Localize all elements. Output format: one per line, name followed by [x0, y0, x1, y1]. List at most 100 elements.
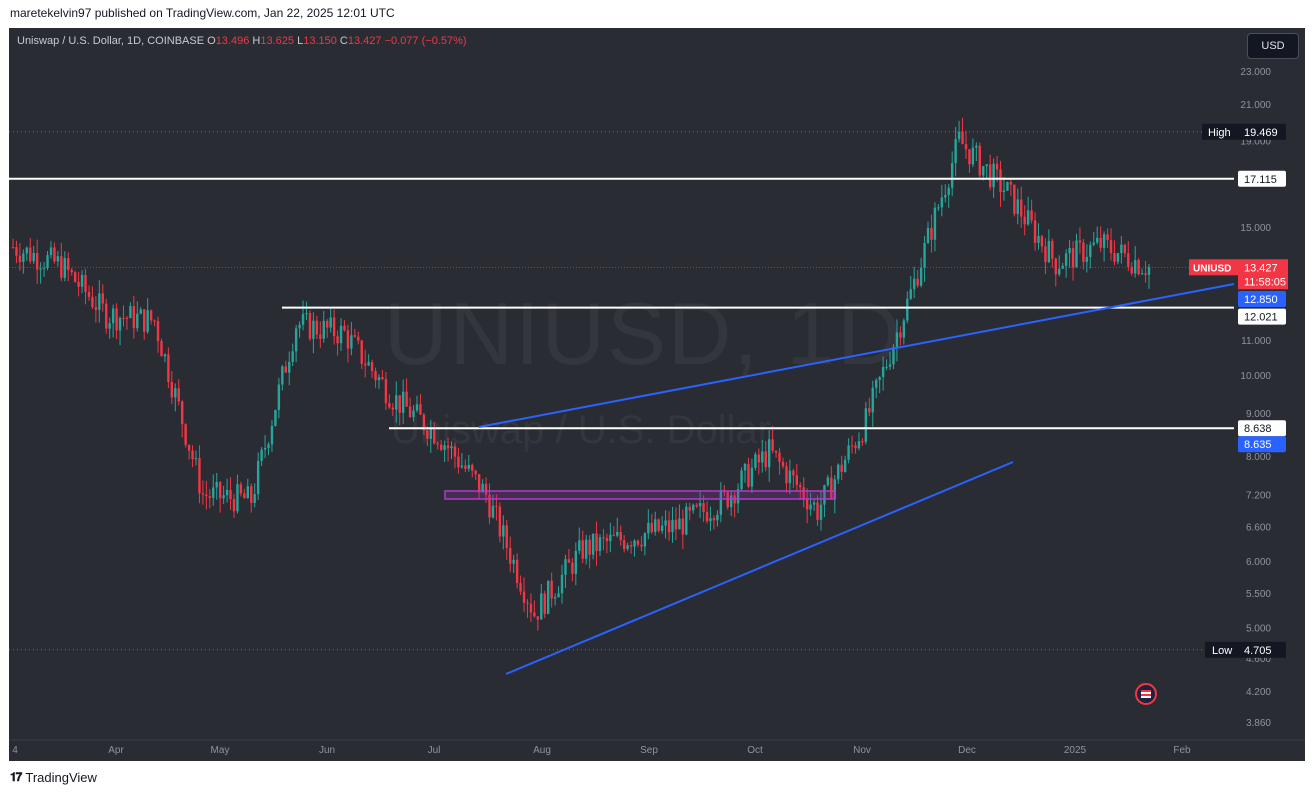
candle-body — [961, 131, 964, 145]
candle-body — [892, 347, 895, 365]
candle-body — [774, 450, 778, 453]
candle-body — [1023, 216, 1026, 225]
x-tick-label: Dec — [958, 745, 976, 756]
chart-pane[interactable]: UNIUSD, 1D Uniswap / U.S. Dollar 23.000 2… — [9, 28, 1305, 761]
candle-body — [163, 354, 167, 357]
candle-body — [512, 559, 515, 564]
candle-body — [1013, 184, 1016, 214]
candle-body — [913, 278, 916, 290]
candle-body — [395, 395, 398, 410]
candle-body — [571, 562, 574, 574]
candle-body — [871, 387, 874, 413]
candle-body — [674, 519, 678, 530]
mid-level-price-label-bg — [1238, 420, 1286, 437]
y-tick-label: 5.000 — [1246, 624, 1271, 635]
candle-body — [111, 308, 115, 324]
candle-body — [1096, 237, 1099, 243]
watermark-symbol: UNIUSD, 1D — [384, 284, 903, 383]
high-tag-bg — [1202, 123, 1238, 140]
candle-body — [740, 470, 743, 490]
candle-body — [578, 540, 581, 551]
legend-open: 13.496 — [215, 35, 250, 47]
candle-body — [360, 340, 363, 364]
candle-body — [498, 506, 502, 537]
candle-body — [888, 364, 892, 367]
candle-body — [1075, 240, 1078, 268]
candle-body — [902, 320, 906, 338]
trend-mid-price-label: 8.635 — [1244, 439, 1272, 451]
candle-body — [771, 439, 774, 451]
candle-body — [339, 325, 343, 344]
candle-body — [229, 489, 232, 500]
y-tick-label: 19.000 — [1240, 137, 1271, 148]
candle-body — [654, 519, 657, 532]
candle-body — [467, 464, 470, 469]
candle-body — [767, 439, 771, 468]
candle-body — [671, 519, 674, 533]
candle-body — [491, 505, 495, 518]
x-tick-label: 4 — [12, 745, 18, 756]
y-tick-label: 4.200 — [1246, 687, 1271, 698]
currency-button[interactable]: USD — [1247, 33, 1299, 59]
candle-body — [201, 493, 205, 495]
legend-change: −0.077 (−0.57%) — [384, 35, 467, 47]
candle-body — [650, 522, 653, 532]
candle-body — [1116, 253, 1120, 262]
candle-body — [795, 475, 799, 485]
candle-body — [363, 363, 367, 366]
us-flag-icon[interactable] — [1135, 683, 1157, 705]
legend-high-label: H — [252, 35, 261, 47]
candle-body — [647, 522, 650, 534]
candle-body — [505, 525, 508, 548]
x-tick-label: 2025 — [1064, 745, 1087, 756]
candle-body — [388, 403, 391, 408]
candle-body — [39, 268, 42, 270]
candle-body — [15, 247, 18, 256]
y-tick-label: 23.000 — [1240, 67, 1271, 78]
candle-body — [875, 379, 878, 388]
candle-body — [453, 446, 457, 457]
candle-body — [1071, 248, 1075, 268]
mid-level-price-label: 8.638 — [1244, 423, 1272, 435]
candle-body — [408, 406, 412, 418]
candle-body — [664, 520, 667, 526]
candle-body — [698, 503, 702, 507]
candle-body — [53, 247, 56, 262]
candle-body — [643, 533, 647, 547]
candle-body — [840, 464, 843, 472]
candle-body — [1133, 260, 1137, 274]
candle-body — [1047, 240, 1051, 263]
candle-body — [854, 445, 857, 449]
candle-body — [260, 449, 263, 461]
candle-body — [1113, 253, 1116, 262]
candle-body — [222, 495, 225, 499]
candle-body — [329, 317, 332, 328]
candle-body — [205, 494, 208, 497]
candle-body — [450, 446, 453, 449]
price-chart[interactable]: 23.00021.00019.00017.00015.00013.00011.0… — [9, 28, 1305, 761]
candle-body — [819, 504, 823, 520]
candle-body — [281, 366, 284, 385]
candle-body — [1020, 199, 1023, 217]
candle-body — [515, 559, 519, 584]
candle-body — [764, 451, 767, 468]
x-tick-label: Jun — [319, 745, 335, 756]
x-tick-label: Aug — [533, 745, 551, 756]
candle-body — [933, 207, 937, 240]
candle-body — [288, 361, 291, 373]
candle-body — [509, 547, 512, 564]
candle-body — [999, 169, 1002, 193]
candle-body — [1120, 244, 1123, 254]
candle-body — [32, 253, 35, 262]
y-tick-label: 9.000 — [1246, 409, 1271, 420]
candle-body — [208, 496, 212, 498]
candle-body — [950, 163, 954, 188]
candle-body — [270, 425, 274, 445]
candle-body — [1082, 242, 1085, 262]
resistance-price-label: 17.115 — [1244, 174, 1277, 186]
candle-body — [906, 298, 909, 321]
candle-body — [1016, 199, 1019, 214]
candle-body — [885, 366, 888, 368]
legend-open-label: O — [207, 35, 216, 47]
candle-body — [439, 444, 443, 450]
